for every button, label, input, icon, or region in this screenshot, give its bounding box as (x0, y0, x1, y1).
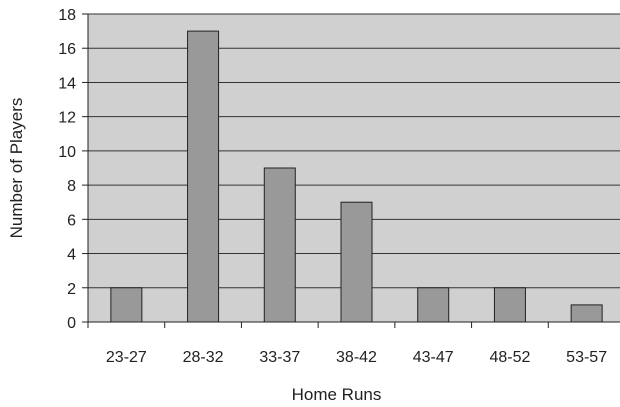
y-tick-label: 0 (67, 315, 76, 332)
y-tick-label: 10 (58, 144, 76, 161)
y-tick-label: 14 (58, 75, 76, 92)
bar-38-42 (340, 201, 373, 323)
x-tick-label: 48-52 (489, 349, 530, 366)
bar-23-27 (110, 287, 143, 323)
y-tick-label: 18 (58, 7, 76, 24)
bar-53-57 (570, 304, 603, 323)
bars (110, 30, 603, 323)
bar-43-47 (417, 287, 450, 323)
y-tick-label: 16 (58, 41, 76, 58)
x-axis-title: Home Runs (292, 385, 382, 404)
x-tick-label: 23-27 (106, 349, 147, 366)
y-tick-label: 2 (67, 281, 76, 298)
x-tick-label: 33-37 (259, 349, 300, 366)
y-axis-title: Number of Players (7, 98, 26, 239)
bar-28-32 (187, 30, 220, 323)
x-tick-label: 38-42 (336, 349, 377, 366)
bar-48-52 (493, 287, 526, 323)
axes (82, 13, 620, 328)
x-tick-labels: 23-27 28-32 33-37 38-42 43-47 48-52 53-57 (106, 349, 607, 366)
x-tick-label: 43-47 (413, 349, 454, 366)
y-tick-label: 4 (67, 247, 76, 264)
y-tick-label: 8 (67, 178, 76, 195)
y-tick-labels: 0 2 4 6 8 10 12 14 16 18 (58, 7, 76, 332)
x-tick-label: 53-57 (566, 349, 607, 366)
bar-33-37 (263, 167, 296, 323)
x-tick-label: 28-32 (183, 349, 224, 366)
y-tick-label: 6 (67, 212, 76, 229)
y-tick-label: 12 (58, 110, 76, 127)
